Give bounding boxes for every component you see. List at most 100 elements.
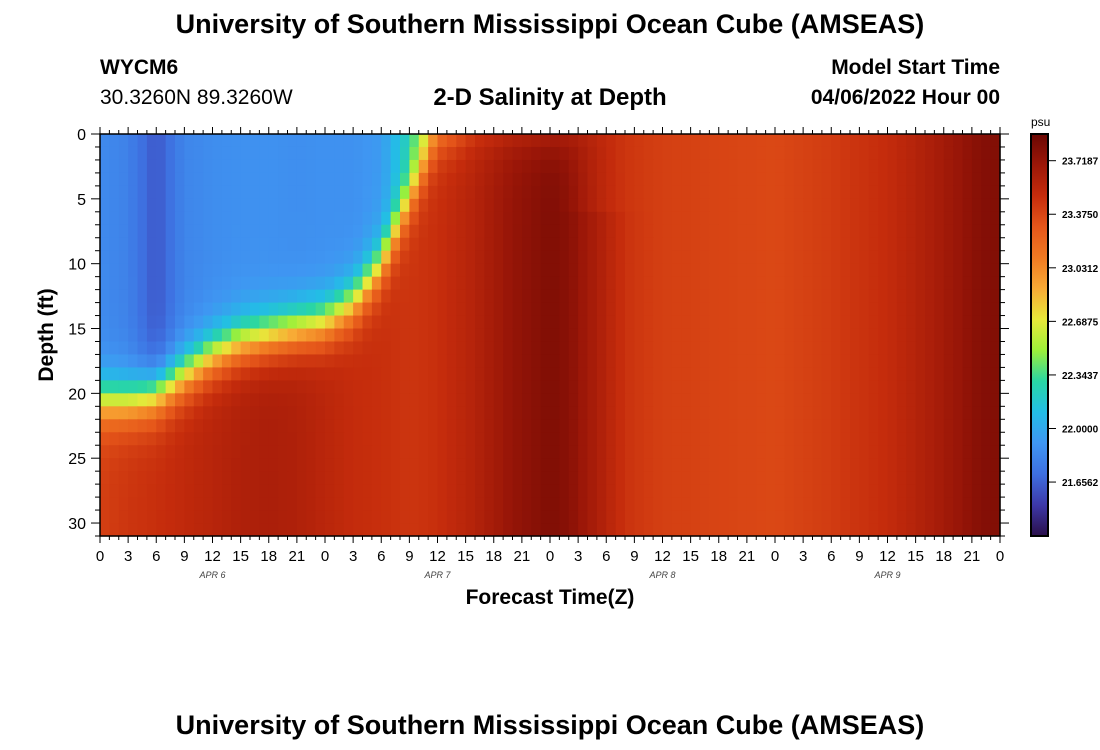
heatmap-cell [212,380,223,394]
heatmap-cell [625,497,635,511]
heatmap-cell [775,419,785,433]
heatmap-cell [990,134,1001,148]
heatmap-cell [540,367,551,381]
heatmap-cell [578,445,589,459]
heatmap-cell [353,445,364,459]
heatmap-cell [737,198,748,213]
heatmap-cell [437,419,448,433]
heatmap-cell [821,497,832,511]
heatmap-cell [934,237,945,252]
heatmap-cell [634,224,645,239]
heatmap-cell [653,315,664,330]
heatmap-cell [493,354,504,369]
heatmap-cell [156,471,167,485]
heatmap-cell [943,263,954,278]
heatmap-cell [615,432,626,446]
heatmap-cell [212,263,223,278]
heatmap-cell [353,484,364,498]
heatmap-cell [109,484,120,498]
heatmap-cell [784,367,795,381]
heatmap-cell [784,134,795,148]
heatmap-cell [915,458,926,472]
heatmap-cell [587,406,598,420]
heatmap-cell [278,354,289,369]
heatmap-cell [887,289,898,304]
heatmap-cell [784,276,795,291]
heatmap-cell [493,172,504,187]
heatmap-cell [446,406,457,420]
heatmap-cell [990,159,1001,174]
heatmap-cell [700,406,710,420]
heatmap-cell [728,393,739,407]
heatmap-cell [521,185,532,200]
heatmap-cell [381,484,392,498]
heatmap-cell [193,484,204,498]
heatmap-cell [231,523,242,537]
heatmap-cell [193,198,204,213]
heatmap-cell [615,198,626,213]
heatmap-cell [165,172,176,187]
heatmap-cell [325,419,335,433]
heatmap-cell [503,289,514,304]
heatmap-cell [587,419,598,433]
heatmap-cell [615,276,626,291]
heatmap-cell [100,445,110,459]
heatmap-cell [371,263,382,278]
heatmap-cell [550,419,560,433]
heatmap-cell [493,315,504,330]
heatmap-cell [756,198,767,213]
heatmap-cell [587,367,598,381]
heatmap-cell [118,198,129,213]
heatmap-cell [156,146,167,161]
heatmap-cell [428,523,439,537]
heatmap-cell [953,432,964,446]
heatmap-cell [250,146,260,161]
heatmap-cell [475,276,485,291]
heatmap-cell [156,445,167,459]
heatmap-cell [540,211,551,226]
heatmap-cell [765,172,776,187]
heatmap-cell [578,432,589,446]
heatmap-cell [671,419,682,433]
heatmap-cell [850,497,860,511]
heatmap-cell [615,315,626,330]
heatmap-cell [400,341,410,356]
heatmap-cell [746,134,757,148]
heatmap-cell [962,237,973,252]
heatmap-cell [925,250,935,265]
heatmap-cell [184,302,195,317]
heatmap-cell [128,523,139,537]
heatmap-cell [512,341,523,356]
heatmap-cell [737,341,748,356]
heatmap-cell [109,146,120,161]
heatmap-cell [859,471,870,485]
heatmap-cell [775,354,785,369]
heatmap-cell [887,237,898,252]
heatmap-cell [343,302,354,317]
heatmap-cell [212,172,223,187]
heatmap-cell [409,406,420,420]
heatmap-cell [746,276,757,291]
heatmap-cell [418,484,429,498]
heatmap-cell [193,250,204,265]
x-tick-label: 15 [907,548,924,565]
heatmap-cell [775,159,785,174]
heatmap-cell [756,289,767,304]
heatmap-cell [756,354,767,369]
heatmap-cell [746,393,757,407]
heatmap-cell [821,419,832,433]
heatmap-cell [850,263,860,278]
heatmap-cell [465,237,476,252]
heatmap-cell [793,211,804,226]
heatmap-cell [728,406,739,420]
heatmap-cell [343,497,354,511]
heatmap-cell [868,224,879,239]
heatmap-cell [868,367,879,381]
colorbar-tick-label: 23.3750 [1062,210,1099,221]
heatmap-cell [700,224,710,239]
heatmap-cell [765,380,776,394]
heatmap-cell [746,354,757,369]
heatmap-cell [971,406,982,420]
heatmap-cell [859,134,870,148]
heatmap-cell [315,302,326,317]
